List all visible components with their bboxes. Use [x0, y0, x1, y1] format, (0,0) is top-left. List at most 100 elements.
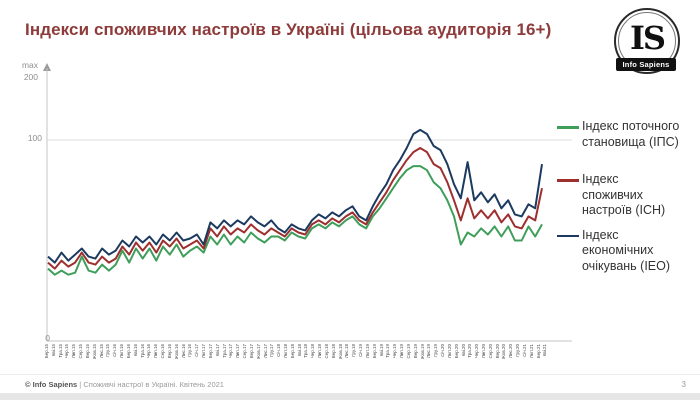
x-axis-label: Чер.19 [392, 344, 398, 359]
x-axis-label: Тра.19 [385, 344, 391, 358]
x-axis-label: Січ.19 [358, 344, 364, 357]
x-axis-label: Бер.15 [44, 344, 49, 359]
footer-divider: | [79, 379, 82, 389]
x-axis-label: Вер.15 [84, 344, 90, 359]
x-axis-label: Кві.17 [214, 344, 220, 357]
x-axis-label: Лип.16 [153, 344, 159, 359]
x-axis-label: Кві.19 [378, 344, 384, 357]
x-axis-label: Жов.19 [419, 344, 425, 360]
x-axis-label: Тра.16 [139, 344, 145, 358]
x-axis-label: Лип.20 [481, 344, 486, 359]
series-line [47, 128, 543, 264]
legend-item-ieo: Індекс економічних очікувань (ІЕО) [557, 228, 697, 275]
x-axis-label: Лип.15 [71, 344, 77, 359]
x-axis-label: Гру.17 [269, 344, 275, 357]
x-axis-label: Гру.19 [433, 344, 439, 357]
x-axis-label: Вер.18 [330, 344, 336, 359]
x-axis-label: Лис.20 [508, 344, 514, 358]
x-axis-label: Бер.19 [371, 344, 377, 359]
footer-copyright: © Info Sapiens [25, 379, 78, 389]
x-axis-label: Жов.20 [501, 344, 507, 360]
x-axis-label: Жов.17 [255, 344, 261, 360]
page-title: Індекси споживчих настроїв в Україні (ці… [25, 20, 552, 39]
bottom-band [0, 393, 700, 400]
legend-label-ieo: Індекс економічних очікувань (ІЕО) [582, 227, 671, 273]
series-lines [47, 128, 543, 276]
x-axis-label: Січ.18 [276, 344, 282, 357]
x-axis-label: Бер.17 [207, 344, 213, 359]
x-axis-label: Лис.19 [426, 344, 432, 358]
y-axis-tick-200: 200 [23, 72, 38, 82]
x-axis-label: Жов.15 [91, 344, 97, 360]
x-axis-label: Лют.21 [528, 344, 534, 359]
x-axis-label: Бер.16 [125, 344, 131, 359]
legend-item-ips: Індекс поточного становища (ІПС) [557, 119, 697, 150]
x-axis-label: Чер.17 [228, 344, 234, 359]
x-axis-label: Гру.18 [351, 344, 357, 357]
info-sapiens-logo: IS Info Sapiens [610, 6, 684, 80]
ips-line-swatch-icon [557, 126, 579, 129]
x-axis-label: Сер.20 [487, 344, 493, 359]
x-axis-label: Тра.18 [303, 344, 309, 358]
x-axis-label: Чер.18 [310, 344, 316, 359]
x-axis-label: Гру.20 [515, 344, 521, 357]
x-axis-label: Тра.20 [467, 344, 473, 358]
ieo-line-swatch-icon [557, 234, 579, 237]
x-axis-label: Бер.21 [535, 344, 541, 359]
x-axis-label: Лип.17 [235, 344, 241, 359]
x-axis-label: Жов.18 [337, 344, 343, 360]
x-axis-label: Січ.20 [440, 344, 446, 357]
x-axis-label: Лис.18 [344, 344, 350, 358]
y-axis-max-label: max [21, 60, 38, 70]
x-axis-label: Гру.16 [187, 344, 193, 357]
y-axis-tick-100: 100 [27, 133, 42, 143]
ich-line-swatch-icon [557, 179, 579, 182]
logo-name-badge: Info Sapiens [616, 58, 676, 71]
x-axis-label: Вер.19 [412, 344, 418, 359]
x-axis-label: Сер.15 [78, 344, 84, 359]
x-axis-label: Кві.21 [542, 344, 548, 357]
x-axis-label: Кві.20 [460, 344, 466, 357]
x-axis-label: Бер.20 [453, 344, 459, 359]
x-axis-label: Сер.17 [242, 344, 248, 359]
x-axis-label: Лис.15 [98, 344, 104, 358]
x-axis-label: Сер.18 [323, 344, 329, 359]
x-axis-label: Січ.16 [112, 344, 118, 357]
legend-item-ich: Індекс споживчих настроїв (ІСН) [557, 172, 697, 219]
x-axis-label: Жов.16 [173, 344, 179, 360]
x-axis-label: Чер.20 [474, 344, 480, 359]
series-line [47, 165, 543, 276]
x-axis-label: Січ.21 [521, 344, 527, 357]
x-axis-label: Тра.15 [57, 344, 63, 358]
x-axis-label: Вер.20 [494, 344, 500, 359]
x-axis-label: Сер.19 [405, 344, 411, 359]
x-axis-label: Кві.16 [132, 344, 138, 357]
page-number: 3 [681, 379, 686, 389]
x-axis-label: Лют.16 [119, 344, 125, 359]
x-axis-label: Чер.15 [64, 344, 70, 359]
y-axis-tick-0: 0 [45, 333, 50, 343]
x-axis-label: Лис.16 [180, 344, 186, 358]
y-axis-arrow-icon [43, 63, 51, 71]
legend-label-ich: Індекс споживчих настроїв (ІСН) [582, 172, 666, 217]
x-axis-label: Чер.16 [146, 344, 152, 359]
x-axis-label: Гру.15 [105, 344, 111, 357]
x-axis-label: Вер.17 [248, 344, 254, 359]
x-axis-label: Кві.18 [296, 344, 302, 357]
footer-text: © Info Sapiens | Споживчі настрої в Укра… [25, 380, 224, 389]
legend-label-ips: Індекс поточного становища (ІПС) [582, 119, 680, 149]
x-axis-label: Лип.19 [399, 344, 405, 359]
chart-legend: Індекс поточного становища (ІПС) Індекс … [557, 119, 697, 296]
slide-footer: © Info Sapiens | Споживчі настрої в Укра… [0, 374, 700, 393]
x-axis-label: Лют.19 [364, 344, 370, 359]
series-line [47, 147, 543, 270]
x-axis-label: Лис.17 [262, 344, 268, 358]
x-axis-label: Лют.18 [282, 344, 288, 359]
x-axis-label: Кві.15 [50, 344, 56, 357]
x-axis-label: Лют.20 [446, 344, 452, 359]
x-axis-labels: Бер.15 Кві.15 Тра.15 Чер.15 Лип.15 Сер.15 Вер.… [44, 344, 549, 376]
x-axis-label: Січ.17 [194, 344, 200, 357]
x-axis-label: Тра.17 [221, 344, 227, 358]
